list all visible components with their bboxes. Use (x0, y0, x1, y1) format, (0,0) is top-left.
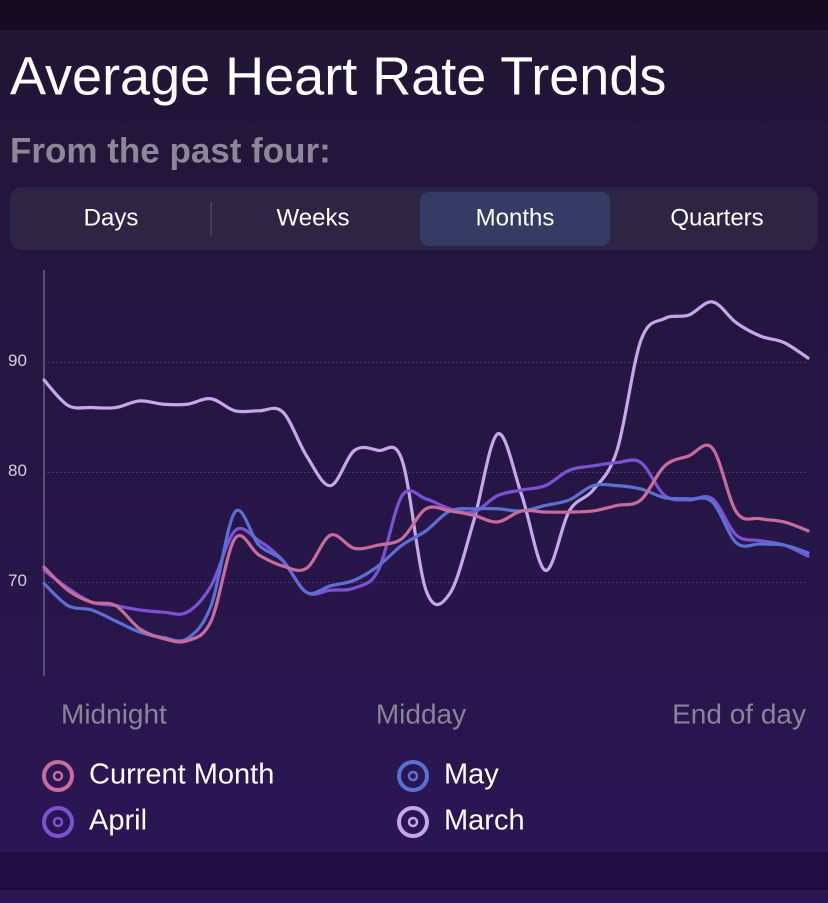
legend-ring (42, 760, 74, 792)
legend-dot (52, 770, 64, 782)
legend-label: Current Month (89, 759, 274, 791)
legend-label: May (444, 759, 499, 791)
tab-label[interactable]: Weeks (277, 204, 350, 231)
y-tick-label: 80 (8, 461, 27, 480)
legend-label: April (89, 805, 147, 837)
legend-dot (407, 770, 419, 782)
x-tick-label: Midday (376, 698, 466, 729)
subtitle: From the past four: (10, 131, 331, 170)
tab-label[interactable]: Quarters (670, 204, 763, 231)
legend-dot (52, 816, 64, 828)
legend-label: March (444, 805, 525, 837)
legend-dot (407, 816, 419, 828)
series-line (42, 300, 810, 607)
tab-label[interactable]: Days (84, 204, 139, 231)
legend-ring (397, 806, 429, 838)
tab-label[interactable]: Months (476, 204, 555, 231)
legend-ring (42, 806, 74, 838)
top-bar (0, 0, 828, 30)
y-tick-label: 90 (8, 351, 27, 370)
segmented-control (10, 187, 818, 250)
series-line (42, 443, 810, 644)
x-tick-label: End of day (672, 698, 806, 729)
bottom-band (0, 852, 828, 890)
x-tick-label: Midnight (61, 698, 167, 729)
legend-ring (397, 760, 429, 792)
tab-selected[interactable] (420, 192, 610, 246)
y-tick-label: 70 (8, 571, 27, 590)
title: Average Heart Rate Trends (10, 46, 666, 106)
